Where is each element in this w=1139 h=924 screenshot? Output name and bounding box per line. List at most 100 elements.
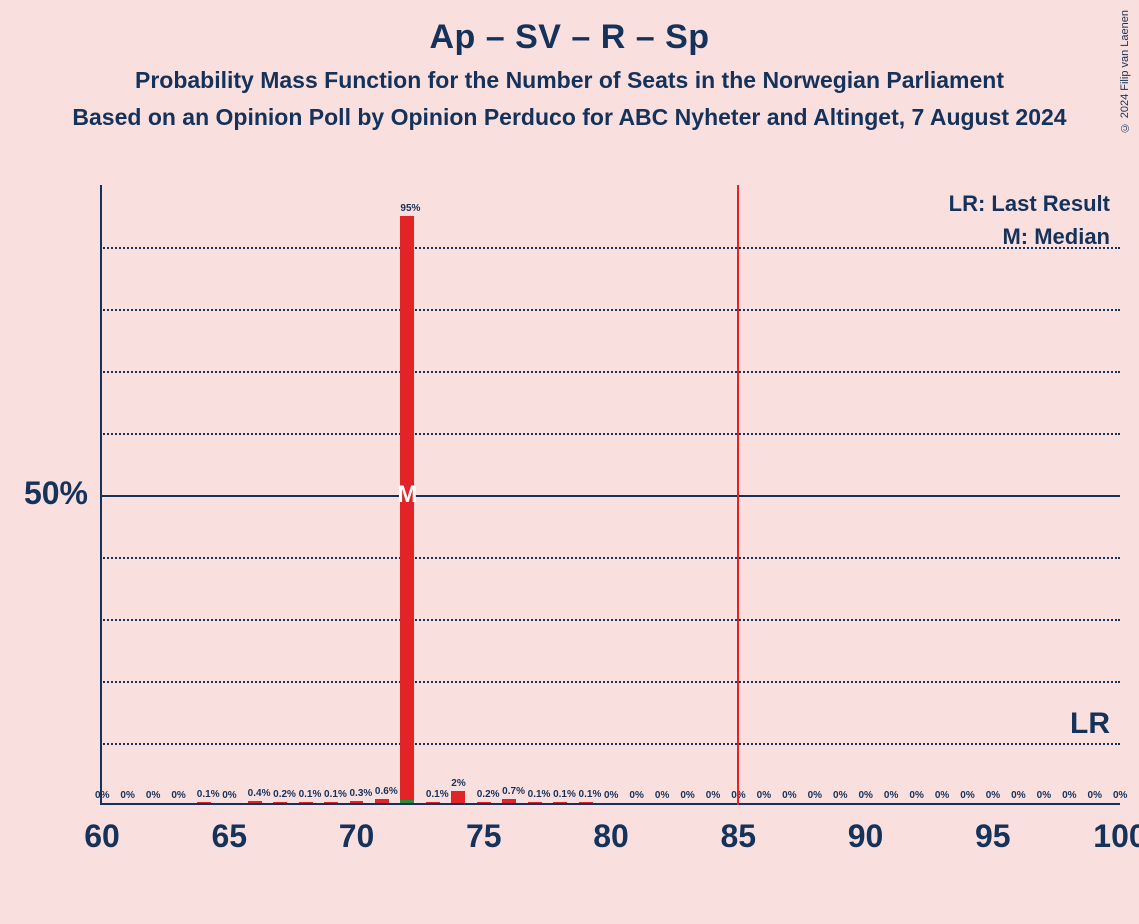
bar-value-label: 0% — [171, 790, 185, 803]
bar-value-label: 0% — [884, 790, 898, 803]
bar-rect — [273, 802, 287, 803]
bar-value-label: 0.4% — [248, 788, 262, 801]
x-tick-label: 95 — [975, 818, 1011, 855]
bar: 0.1% — [426, 802, 440, 803]
gridline — [100, 495, 1120, 497]
bar: 0.4% — [248, 801, 262, 803]
bar-rect — [502, 799, 516, 803]
bar-value-label: 0% — [604, 790, 618, 803]
bar-median-accent — [400, 800, 414, 803]
bar-value-label: 2% — [451, 778, 465, 791]
bar: 0.1% — [528, 802, 542, 803]
bar-value-label: 0.2% — [477, 789, 491, 802]
bar-value-label: 0.1% — [426, 789, 440, 802]
bar-value-label: 0% — [120, 790, 134, 803]
bar: 0.3% — [350, 801, 364, 803]
bar-value-label: 0% — [95, 790, 109, 803]
bar-value-label: 0% — [1113, 790, 1127, 803]
bar-value-label: 0% — [1088, 790, 1102, 803]
bar-value-label: 0.1% — [579, 789, 593, 802]
x-tick-label: 65 — [211, 818, 247, 855]
bar-rect — [528, 802, 542, 803]
gridline — [100, 681, 1120, 683]
bar-value-label: 0.1% — [528, 789, 542, 802]
bar-rect — [350, 801, 364, 803]
gridline — [100, 743, 1120, 745]
chart-subtitle-2: Based on an Opinion Poll by Opinion Perd… — [0, 104, 1139, 131]
x-axis — [100, 803, 1120, 805]
legend-lr: LR: Last Result — [949, 187, 1110, 220]
x-tick-label: 60 — [84, 818, 120, 855]
bar: 0.1% — [324, 802, 338, 803]
bar-value-label: 0.1% — [324, 789, 338, 802]
bar-value-label: 0.1% — [553, 789, 567, 802]
bar-value-label: 0% — [1062, 790, 1076, 803]
bar-value-label: 0% — [960, 790, 974, 803]
bar-rect — [426, 802, 440, 803]
bar-value-label: 0% — [757, 790, 771, 803]
bar: 0.6% — [375, 799, 389, 803]
bar-value-label: 0% — [1037, 790, 1051, 803]
bar-value-label: 0% — [782, 790, 796, 803]
lr-line — [737, 185, 739, 805]
bar: 0.1% — [553, 802, 567, 803]
bar-value-label: 0% — [986, 790, 1000, 803]
bar-value-label: 0% — [706, 790, 720, 803]
bar-rect — [299, 802, 313, 803]
bar-value-label: 0% — [146, 790, 160, 803]
chart-area: LR: Last Result M: Median 60657075808590… — [100, 185, 1120, 805]
bar-value-label: 0.7% — [502, 786, 516, 799]
y-axis-tick-label: 50% — [24, 475, 88, 512]
plot-area: LR: Last Result M: Median 60657075808590… — [100, 185, 1120, 805]
bar: 0.1% — [579, 802, 593, 803]
chart-title: Ap – SV – R – Sp — [0, 18, 1139, 57]
bar: 0.2% — [477, 802, 491, 803]
bar-value-label: 0.2% — [273, 789, 287, 802]
legend: LR: Last Result M: Median — [949, 187, 1110, 253]
gridline — [100, 619, 1120, 621]
bar: 0.1% — [197, 802, 211, 803]
bar-value-label: 0% — [680, 790, 694, 803]
bar-rect — [477, 802, 491, 803]
bar-value-label: 0.6% — [375, 786, 389, 799]
gridline — [100, 309, 1120, 311]
bar-value-label: 0% — [222, 790, 236, 803]
bar-rect — [197, 802, 211, 803]
bar-value-label: 0.3% — [349, 788, 363, 801]
bar-value-label: 0% — [808, 790, 822, 803]
x-tick-label: 80 — [593, 818, 629, 855]
bar: 0.1% — [299, 802, 313, 803]
bar-rect — [324, 802, 338, 803]
bar-value-label: 0% — [833, 790, 847, 803]
bar: 2% — [451, 791, 465, 803]
bar-value-label: 0% — [858, 790, 872, 803]
x-tick-label: 70 — [339, 818, 375, 855]
bar-value-label: 0% — [935, 790, 949, 803]
bar: 0.7% — [502, 799, 516, 803]
bar-rect — [400, 216, 414, 803]
bar-value-label: 0.1% — [299, 789, 313, 802]
bar-value-label: 0% — [1011, 790, 1025, 803]
copyright-label: © 2024 Filip van Laenen — [1119, 10, 1131, 133]
bar-value-label: 0% — [909, 790, 923, 803]
gridline — [100, 433, 1120, 435]
gridline — [100, 247, 1120, 249]
bar: 95% — [400, 216, 414, 803]
bar-rect — [451, 791, 465, 803]
chart-subtitle-1: Probability Mass Function for the Number… — [0, 67, 1139, 94]
bar-rect — [553, 802, 567, 803]
title-block: Ap – SV – R – Sp Probability Mass Functi… — [0, 0, 1139, 131]
x-tick-label: 75 — [466, 818, 502, 855]
bar-value-label: 0.1% — [197, 789, 211, 802]
bar: 0.2% — [273, 802, 287, 803]
bar-rect — [248, 801, 262, 803]
gridline — [100, 557, 1120, 559]
x-tick-label: 100 — [1093, 818, 1139, 855]
x-tick-label: 90 — [848, 818, 884, 855]
bar-value-label: 0% — [629, 790, 643, 803]
bar-rect — [375, 799, 389, 803]
median-marker-label: M — [397, 481, 417, 509]
lr-label: LR — [1070, 707, 1110, 741]
gridline — [100, 371, 1120, 373]
bar-value-label: 0% — [655, 790, 669, 803]
